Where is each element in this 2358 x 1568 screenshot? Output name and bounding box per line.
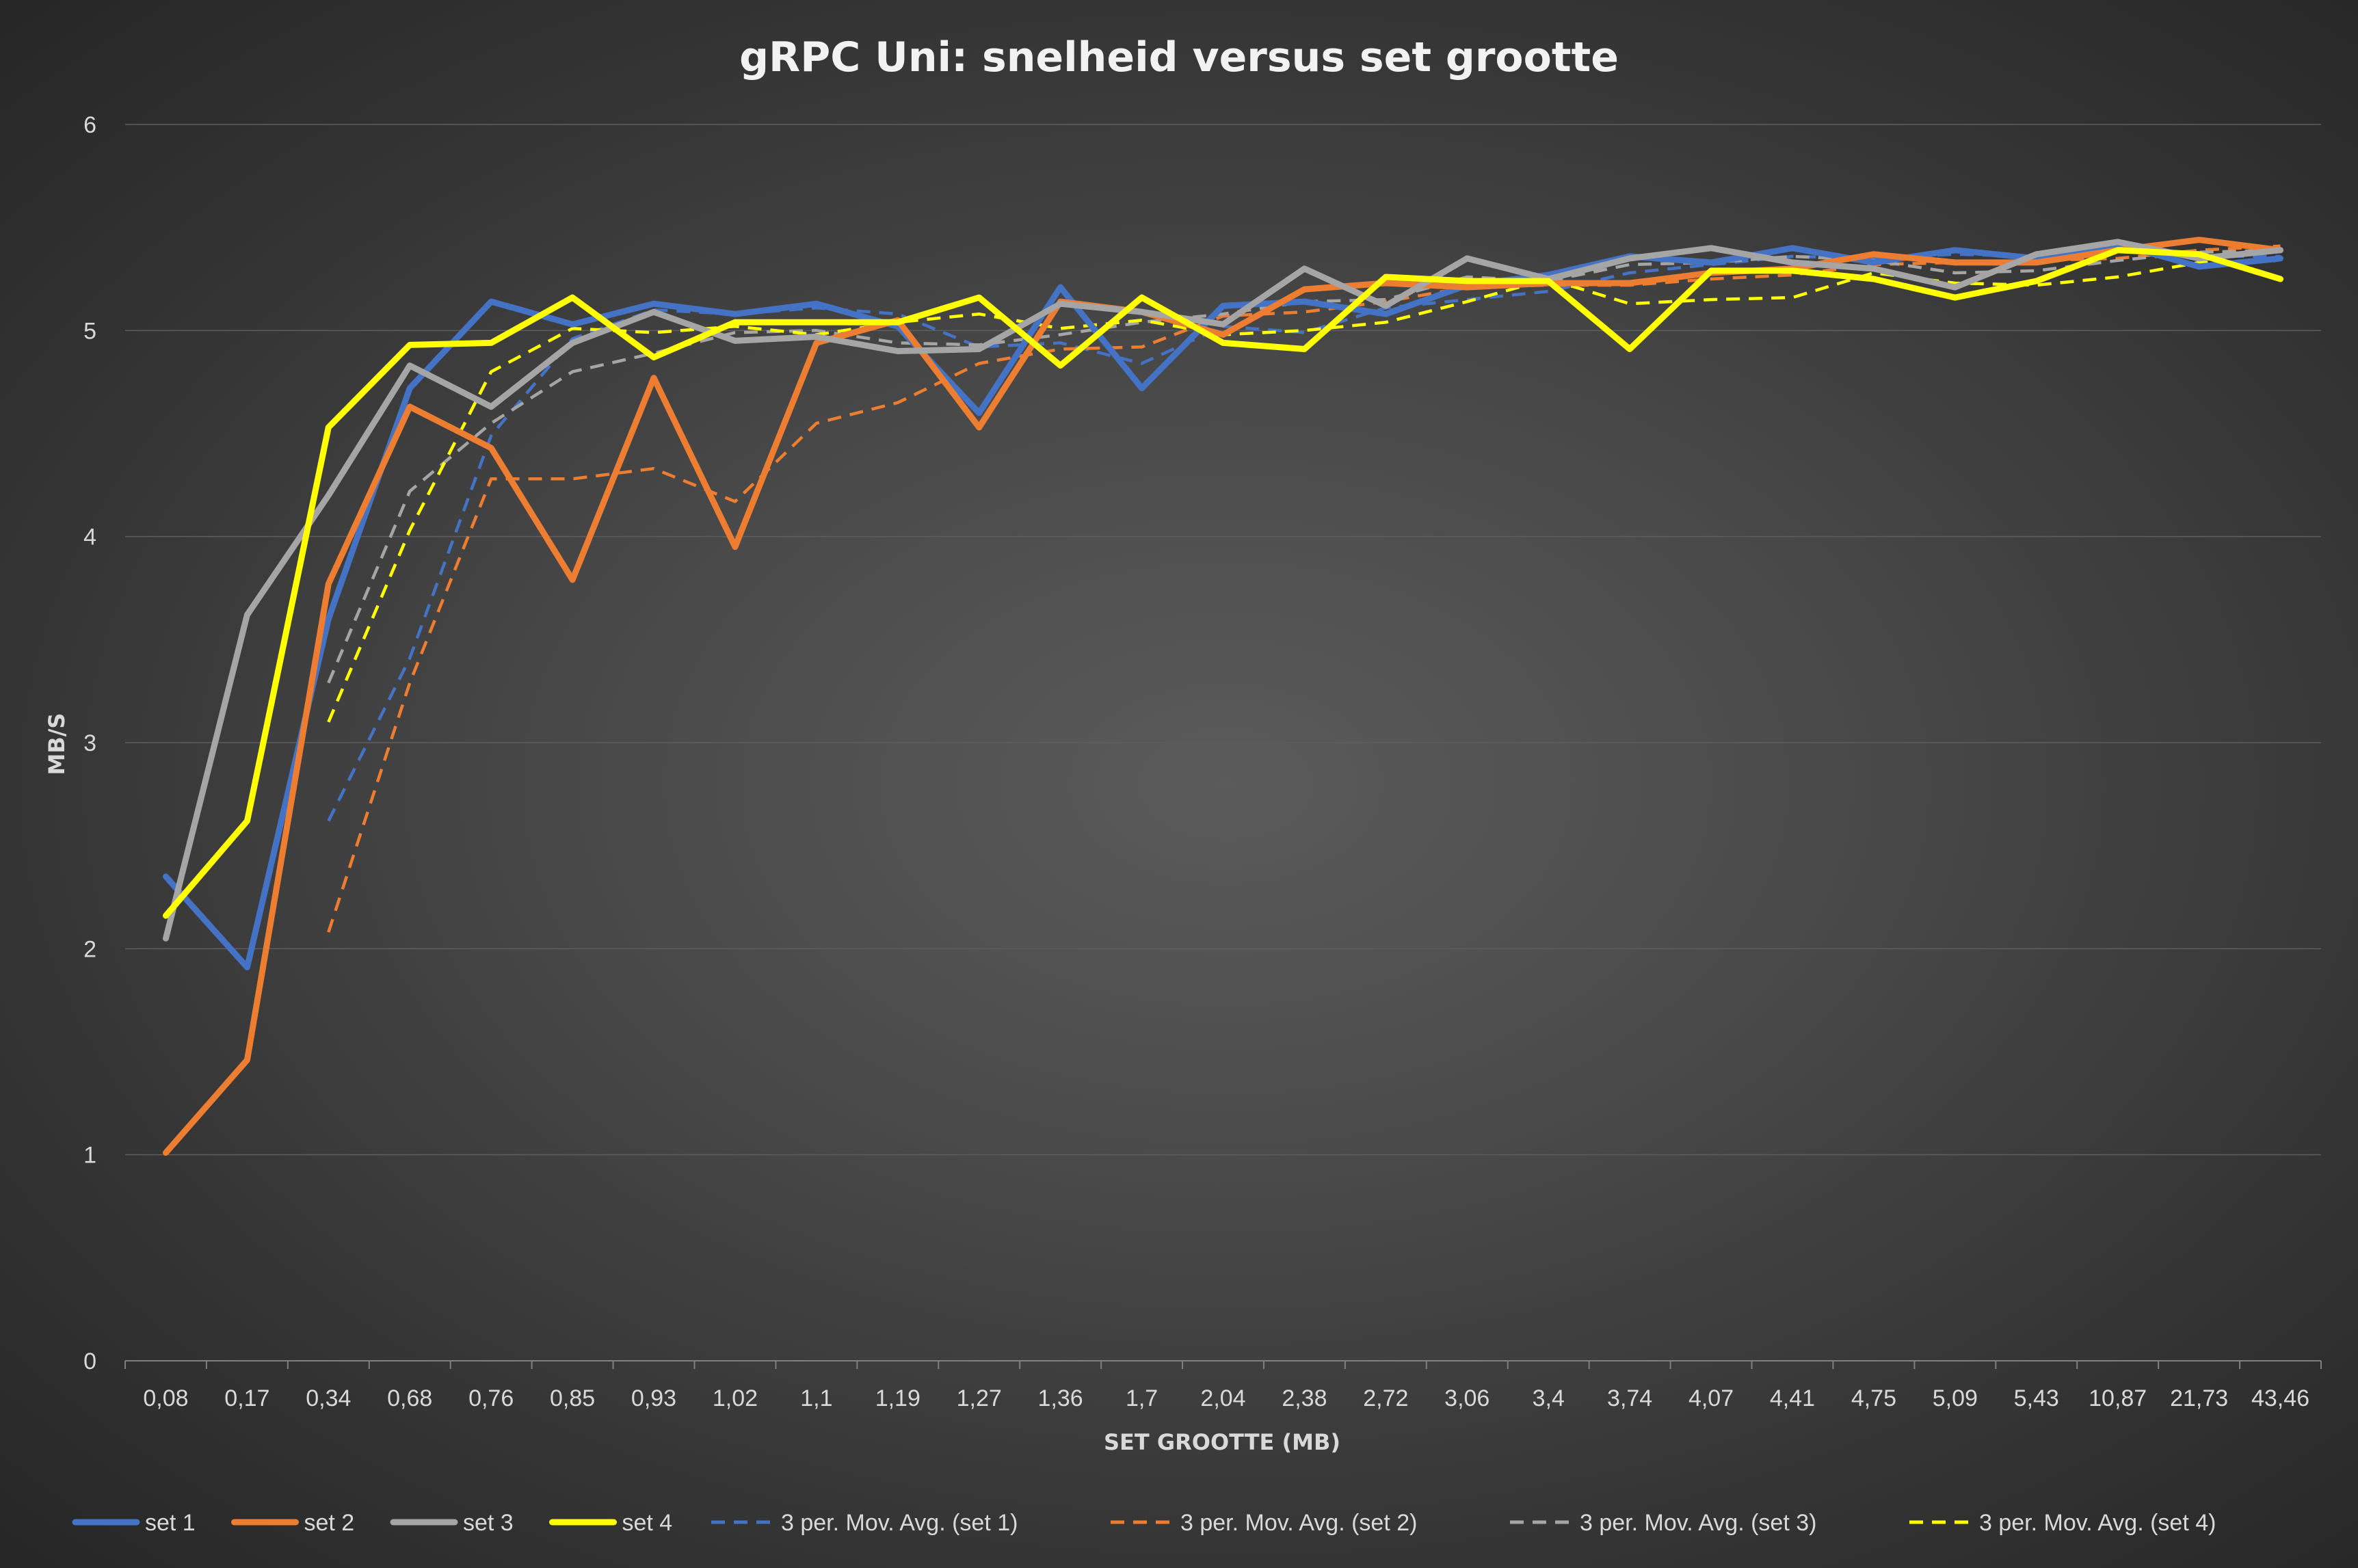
x-tick-label: 0,85 [550, 1385, 595, 1411]
x-tick-label: 3,4 [1533, 1385, 1565, 1411]
y-tick-label: 4 [83, 524, 96, 550]
x-tick-label: 0,17 [224, 1385, 269, 1411]
x-tick-label: 5,43 [2014, 1385, 2059, 1411]
x-tick-label: 2,38 [1282, 1385, 1327, 1411]
legend-label: set 4 [622, 1510, 673, 1536]
legend-label: set 1 [145, 1510, 196, 1536]
x-tick-label: 3,06 [1444, 1385, 1489, 1411]
x-tick-label: 4,75 [1851, 1385, 1896, 1411]
x-tick-label: 1,1 [800, 1385, 832, 1411]
legend-label: 3 per. Mov. Avg. (set 3) [1580, 1510, 1816, 1536]
series-line-6 [327, 244, 2281, 933]
x-tick-label: 1,19 [875, 1385, 920, 1411]
x-tick-label: 4,07 [1688, 1385, 1734, 1411]
series-line-4 [163, 247, 2283, 919]
x-tick-label: 1,7 [1126, 1385, 1158, 1411]
x-tick-label: 0,68 [387, 1385, 432, 1411]
legend-label: 3 per. Mov. Avg. (set 1) [781, 1510, 1018, 1536]
y-tick-label: 3 [83, 730, 96, 756]
x-axis-tick-labels: 0,08 0,17 0,34 0,68 0,76 0,85 0,93 1,02 1,1 1,19 1… [143, 1385, 2309, 1411]
y-axis-title: MB/S [44, 713, 70, 775]
x-tick-label: 10,87 [2089, 1385, 2147, 1411]
x-tick-label: 4,41 [1770, 1385, 1815, 1411]
x-tick-label: 5,09 [1933, 1385, 1978, 1411]
y-tick-label: 2 [83, 936, 96, 962]
series-line-3 [163, 239, 2283, 942]
x-tick-label: 1,36 [1038, 1385, 1083, 1411]
x-tick-label: 0,76 [468, 1385, 514, 1411]
x-tick-label: 2,72 [1363, 1385, 1408, 1411]
x-tick-label: 3,74 [1607, 1385, 1652, 1411]
legend-label: 3 per. Mov. Avg. (set 2) [1180, 1510, 1417, 1536]
x-tick-label: 1,02 [713, 1385, 758, 1411]
x-tick-label: 2,04 [1200, 1385, 1245, 1411]
y-tick-label: 5 [83, 318, 96, 344]
legend-label: set 3 [463, 1510, 514, 1536]
series-lines [163, 237, 2283, 1156]
x-tick-label: 0,08 [143, 1385, 188, 1411]
chart-title: gRPC Uni: snelheid versus set grootte [739, 34, 1619, 81]
legend-label: set 2 [304, 1510, 355, 1536]
series-line-8 [327, 258, 2281, 723]
x-tick-label: 0,34 [306, 1385, 351, 1411]
gridlines [124, 124, 2322, 1369]
x-tick-label: 1,27 [957, 1385, 1002, 1411]
x-tick-label: 21,73 [2170, 1385, 2228, 1411]
y-axis-tick-labels: 0 1 2 3 4 5 6 [83, 112, 96, 1374]
x-tick-label: 43,46 [2251, 1385, 2309, 1411]
x-tick-label: 0,93 [631, 1385, 676, 1411]
series-line-1 [163, 241, 2283, 970]
legend: set 1 set 2 set 3 set 4 3 per. Mov. Avg. (se… [72, 1510, 2216, 1536]
series-line-2 [163, 237, 2283, 1156]
x-axis-title: SET GROOTTE (MB) [1104, 1429, 1340, 1455]
legend-label: 3 per. Mov. Avg. (set 4) [1979, 1510, 2216, 1536]
y-tick-label: 1 [83, 1143, 96, 1169]
y-tick-label: 6 [83, 112, 96, 138]
y-tick-label: 0 [83, 1348, 96, 1374]
